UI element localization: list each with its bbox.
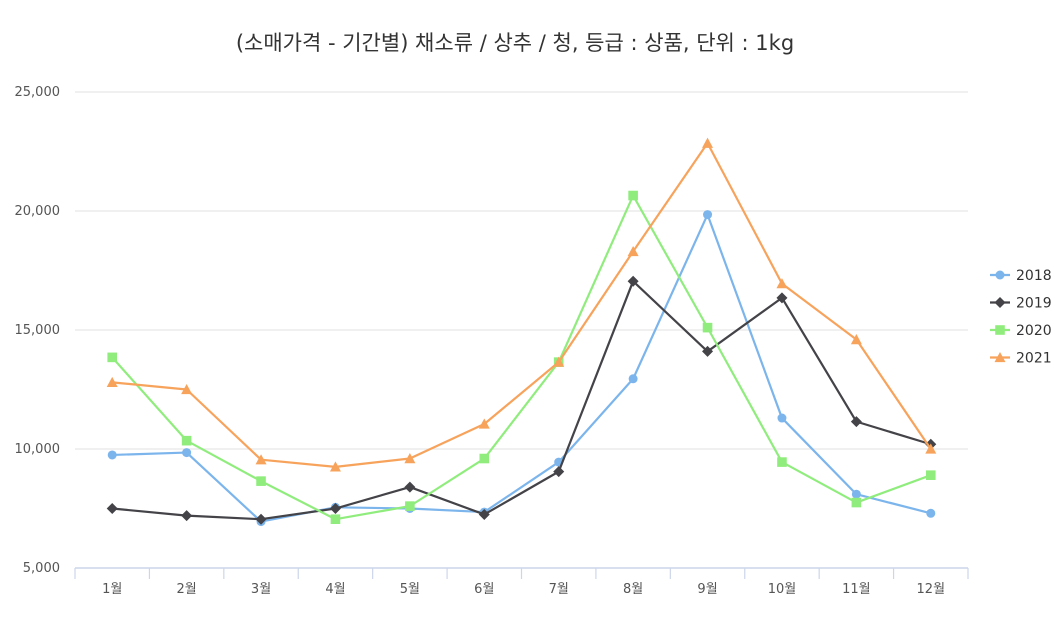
x-tick-label: 4월 (325, 582, 345, 597)
legend-marker (995, 325, 1005, 335)
data-point[interactable] (627, 275, 639, 287)
x-tick-label: 5월 (400, 582, 420, 597)
data-point[interactable] (329, 461, 341, 472)
data-point[interactable] (850, 334, 862, 345)
data-point[interactable] (777, 457, 787, 467)
y-tick-label: 10,000 (15, 442, 61, 457)
data-point[interactable] (851, 489, 861, 499)
data-point[interactable] (627, 245, 639, 257)
legend-label: 2018 (1016, 268, 1052, 284)
series-line (112, 280, 932, 521)
x-tick-label: 6월 (474, 582, 494, 597)
data-point[interactable] (255, 513, 267, 525)
x-tick-label: 12월 (917, 582, 946, 597)
data-point[interactable] (850, 416, 862, 428)
data-point[interactable] (404, 481, 416, 493)
series-2020 (107, 190, 936, 525)
data-point[interactable] (776, 292, 788, 304)
legend-label: 2020 (1016, 323, 1052, 339)
data-point[interactable] (106, 503, 118, 514)
data-point[interactable] (926, 508, 936, 518)
data-point[interactable] (330, 514, 341, 525)
y-axis: 5,000 10,000 15,000 20,000 25,000 (15, 85, 61, 576)
x-tick-label: 2월 (177, 582, 197, 597)
data-point[interactable] (553, 466, 565, 478)
legend-marker (994, 352, 1006, 363)
data-point[interactable] (107, 352, 118, 363)
data-point[interactable] (702, 345, 714, 357)
y-tick-label: 20,000 (15, 204, 61, 219)
series-2019 (106, 275, 937, 525)
x-tick-label: 10월 (768, 582, 797, 597)
data-point[interactable] (703, 210, 713, 220)
data-point[interactable] (182, 448, 192, 458)
data-point[interactable] (702, 322, 713, 333)
legend-item-2019[interactable]: 2019 (990, 296, 1052, 312)
series-line (111, 194, 932, 521)
data-point[interactable] (628, 374, 638, 384)
series-line (112, 213, 932, 523)
data-point[interactable] (777, 413, 787, 423)
data-point[interactable] (181, 384, 193, 395)
data-point[interactable] (702, 137, 714, 148)
chart-title: (소매가격 - 기간별) 채소류 / 상추 / 청, 등급 : 상품, 단위 :… (236, 31, 794, 55)
x-tick-label: 11월 (842, 582, 871, 597)
data-point[interactable] (925, 443, 937, 454)
data-point[interactable] (404, 453, 416, 464)
series-2021 (106, 137, 937, 472)
x-axis: 1월 2월 3월 4월 5월 6월 7월 8월 9월 10월 11월 12월 (74, 567, 969, 597)
legend-label: 2021 (1016, 351, 1052, 367)
data-point[interactable] (255, 454, 267, 465)
x-tick-label: 7월 (549, 582, 569, 597)
y-tick-label: 15,000 (15, 323, 61, 338)
data-point[interactable] (256, 476, 266, 486)
data-point[interactable] (106, 376, 118, 388)
data-point[interactable] (628, 190, 638, 201)
data-point[interactable] (553, 356, 565, 367)
data-point[interactable] (405, 501, 415, 511)
data-point[interactable] (181, 510, 193, 522)
legend-item-2020[interactable]: 2020 (990, 323, 1052, 339)
y-tick-label: 25,000 (15, 85, 61, 100)
data-point[interactable] (925, 470, 936, 480)
data-point[interactable] (329, 503, 341, 514)
data-point[interactable] (478, 418, 490, 429)
legend-item-2018[interactable]: 2018 (990, 268, 1052, 284)
y-tick-label: 5,000 (23, 561, 60, 576)
x-tick-label: 3월 (251, 582, 271, 597)
legend-marker (994, 297, 1006, 308)
legend-marker (995, 270, 1005, 280)
legend-item-2021[interactable]: 2021 (990, 351, 1052, 367)
legend[interactable]: 2018 2019 2020 2021 (990, 268, 1052, 367)
x-tick-label: 1월 (102, 582, 122, 597)
data-point[interactable] (776, 278, 788, 289)
series-group (106, 137, 937, 527)
series-line (112, 142, 932, 468)
x-tick-label: 9월 (697, 582, 717, 597)
data-point[interactable] (479, 453, 490, 464)
legend-label: 2019 (1016, 296, 1052, 312)
data-point[interactable] (181, 435, 192, 446)
grid (75, 91, 968, 450)
data-point[interactable] (107, 450, 117, 460)
x-tick-label: 8월 (623, 582, 643, 597)
data-point[interactable] (851, 497, 862, 508)
data-point[interactable] (478, 508, 490, 520)
